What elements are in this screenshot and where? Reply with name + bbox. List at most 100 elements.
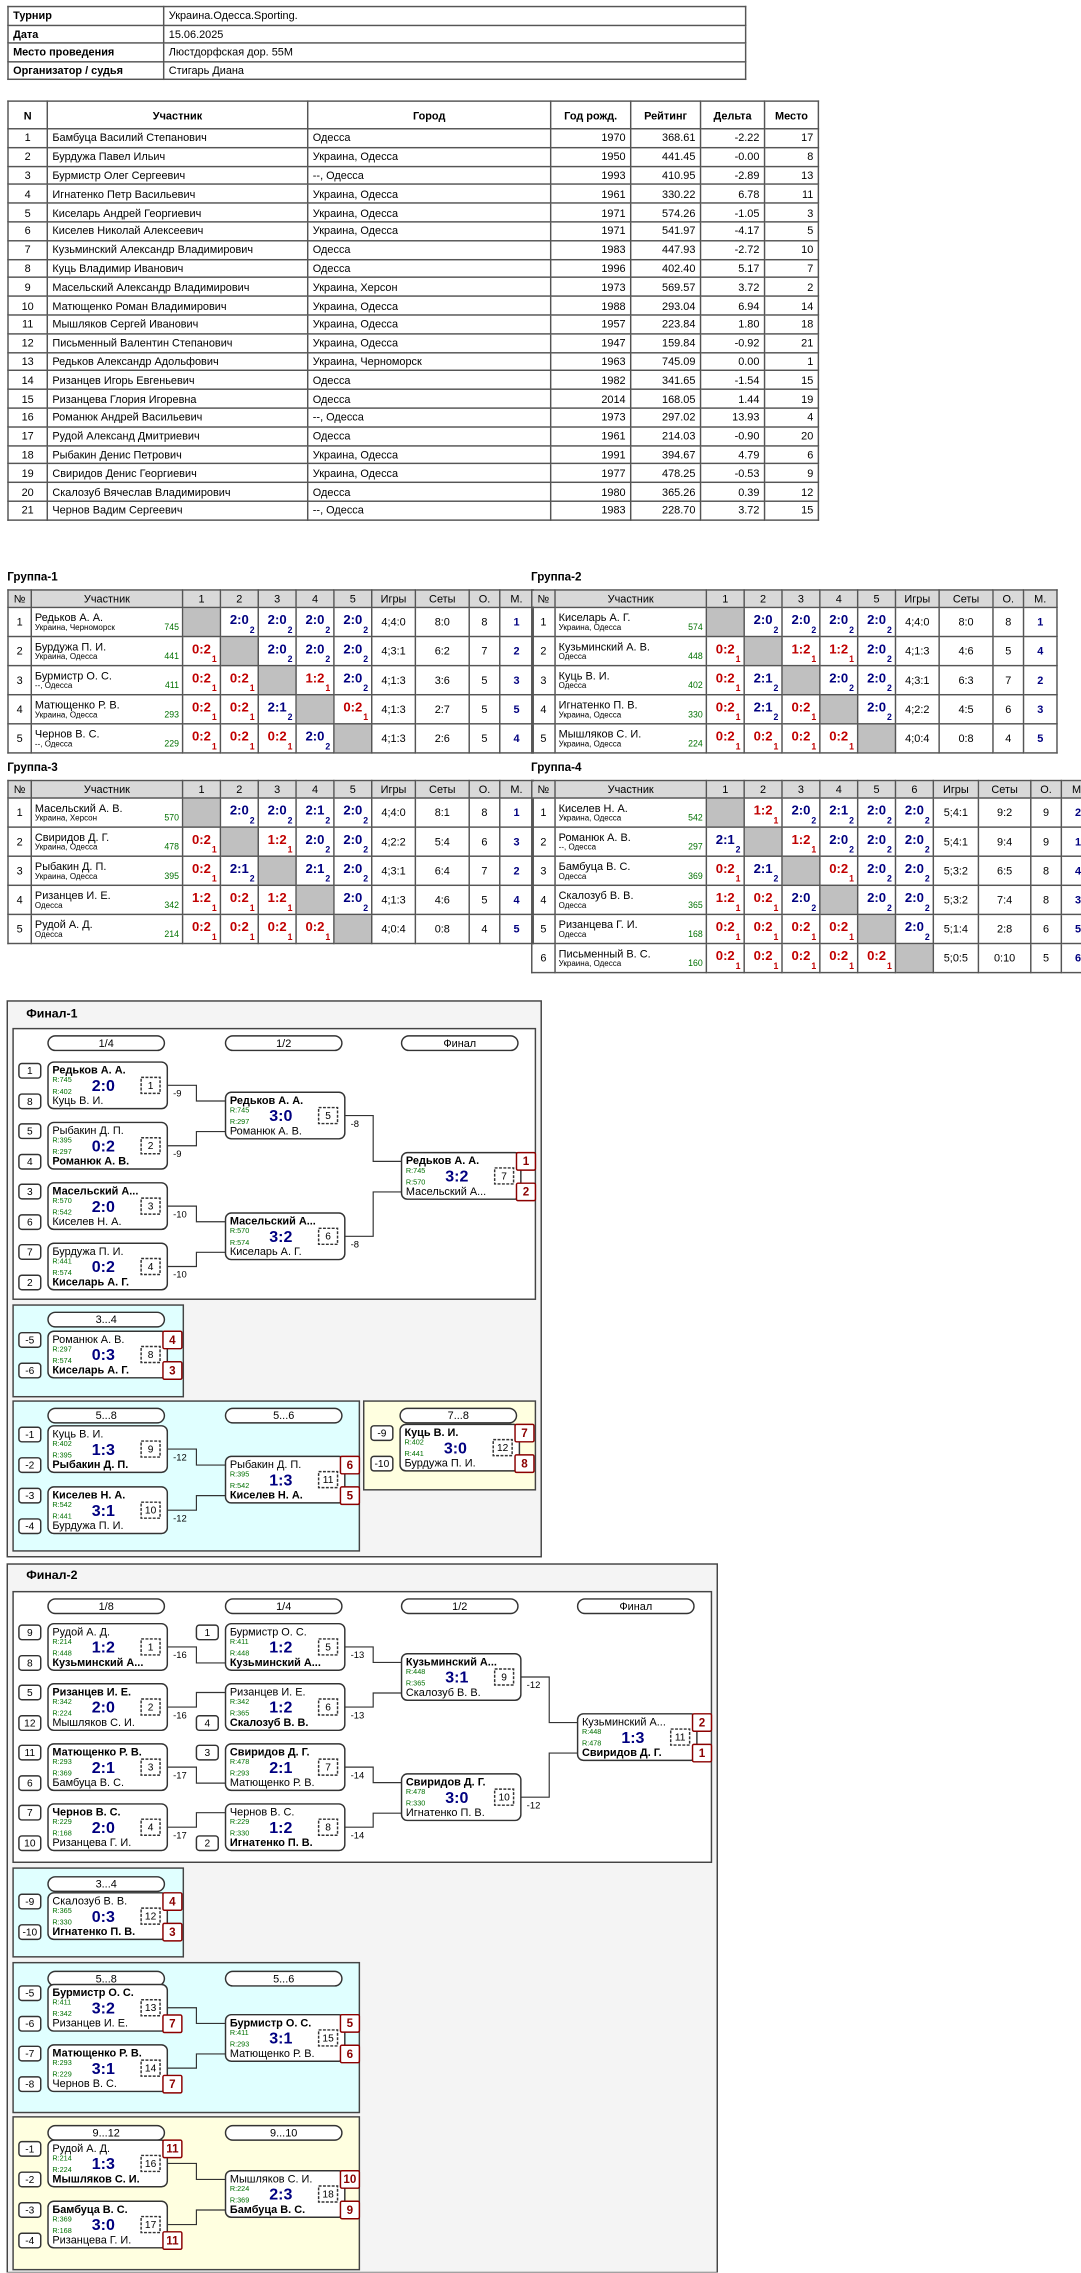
participant-row: 21 Чернов Вадим Сергеевич --, Одесса 1983 22…: [7, 500, 820, 521]
match-points: 1: [811, 934, 817, 943]
participant-cell: 1.44: [699, 388, 766, 409]
participant-cell: 4.79: [699, 444, 766, 465]
player-name: Мышляков С. И.: [52, 2173, 139, 2185]
result-cell: 2:0 2: [856, 606, 897, 638]
column-header: 3: [781, 589, 821, 609]
match-points: 2: [287, 714, 293, 724]
group-row: 4 Ризанцев И. Е. 342 Одесса 1:2 1 0:2 1 1:2 1 2:0 2…: [7, 884, 534, 916]
result-cell: 2:0 2: [743, 606, 783, 638]
match-points: 2: [849, 685, 855, 694]
column-header: М.: [1060, 779, 1081, 799]
player-name: Бурдужа П. И.: [52, 1520, 123, 1532]
player-name: Чернов В. С.: [52, 2078, 117, 2090]
participant-cell: 7: [763, 258, 820, 279]
participant-cell: Ризанцев Игорь Евгеньевич: [46, 370, 309, 391]
info-label: Турнир: [7, 5, 165, 26]
match-points: 1: [287, 934, 293, 943]
participant-cell: 14: [763, 295, 820, 316]
player-name: Скалозуб В. В.: [52, 1895, 127, 1907]
column-header: Место: [763, 100, 820, 130]
match-points: 2: [886, 685, 892, 694]
round-label-box: [400, 1035, 519, 1052]
result-cell: 1:2 1: [743, 797, 783, 828]
player-info: 160 Украина, Одесса: [559, 960, 703, 970]
match-points: 1: [735, 656, 741, 665]
round-label: 3...4: [96, 1314, 117, 1326]
group-title: Группа-4: [531, 760, 582, 775]
participants-table: N Участник Город Год рожд. Рейтинг Дельта Мест…: [7, 100, 820, 521]
participant-cell: 478.25: [629, 463, 702, 484]
row-number: 4: [7, 693, 33, 725]
info-row: Дата 15.06.2025: [7, 24, 747, 44]
place: 1: [499, 797, 534, 828]
player-name: Рыбакин Д. П.: [34, 859, 107, 873]
match-number-box: [140, 2215, 161, 2234]
player-cell: Бурдужа П. И. 441 Украина, Одесса: [30, 635, 184, 667]
round-label: Финал: [443, 1038, 476, 1050]
match-score: 0:2: [229, 669, 249, 685]
match-number: 16: [145, 2159, 157, 2170]
group-row: 5 Ризанцева Г. И. 168 Одесса 0:2 1 0:2 1 0:2 1 0:2…: [531, 913, 1081, 945]
group-row: 1 Киселев Н. А. 542 Украина, Одесса 1:2 1 2:0 2…: [531, 797, 1081, 828]
player-name: Рудой А. Д.: [52, 2143, 110, 2155]
player-rating: 574: [688, 623, 703, 633]
round-label-box: [576, 1598, 695, 1615]
match-number: 10: [498, 1793, 510, 1804]
place: 5: [499, 913, 534, 945]
column-header: О.: [468, 589, 501, 609]
player-rating: 342: [164, 901, 179, 911]
player-name: Рудой А. Д.: [34, 917, 93, 931]
player-cell: Рыбакин Д. П. 395 Украина, Одесса: [30, 855, 184, 887]
match-points: 1: [325, 934, 331, 943]
match-score: 2:0: [92, 1820, 115, 1837]
player-name: Матющенко Р. В.: [34, 697, 120, 711]
row-number: 3: [7, 664, 33, 696]
seed-label: -5: [25, 1989, 34, 2000]
column-header: №: [531, 589, 556, 609]
player-name: Рыбакин Д. П.: [230, 1459, 301, 1471]
result-cell: 2:0 2: [894, 826, 935, 857]
info-value: Украина.Одесса.Sporting.: [162, 5, 747, 26]
column-header: Участник: [30, 589, 184, 609]
seed-box: [18, 1775, 42, 1792]
player-cell: Мышляков С. И. 224 Украина, Одесса: [554, 723, 708, 754]
loser-destination: -10: [173, 1209, 187, 1220]
match-points: 2: [886, 875, 892, 885]
player-rating: R:411: [230, 2028, 249, 2037]
seed-label: -2: [25, 1460, 34, 1471]
match-score: 2:0: [904, 831, 924, 847]
match-points: 2: [363, 817, 369, 827]
seed-box: [18, 1243, 42, 1260]
participant-cell: 14: [7, 370, 49, 391]
match-points: 1: [886, 963, 892, 972]
sets: 4:6: [414, 884, 470, 916]
match-score: 2:0: [867, 831, 887, 847]
column-header: 4: [295, 779, 335, 799]
place: 4: [1060, 855, 1081, 887]
column-header: 3: [781, 779, 821, 799]
participant-row: 4 Игнатенко Петр Васильевич Украина, Одесс…: [7, 183, 820, 204]
match-score: 1:2: [791, 640, 811, 656]
place-box: [339, 1455, 361, 1475]
match-points: 1: [211, 875, 217, 885]
match-score: 2:0: [92, 1700, 115, 1717]
result-cell: 0:2 1: [705, 635, 745, 667]
match-points: 2: [249, 875, 255, 885]
info-value: 15.06.2025: [162, 24, 747, 44]
participant-cell: 1977: [549, 463, 632, 484]
player-name: Скалозуб В. В.: [558, 888, 634, 902]
match-number-box: [317, 2029, 339, 2047]
column-header: №: [531, 779, 556, 799]
seed-box: [18, 1457, 42, 1474]
match-score: 0:3: [92, 1347, 115, 1364]
self-cell: [257, 855, 297, 887]
player-cell: Скалозуб В. В. 365 Одесса: [554, 884, 708, 916]
player-cell: Матющенко Р. В. 293 Украина, Одесса: [30, 693, 184, 725]
match-score: 0:2: [715, 947, 735, 963]
group-row: 4 Матющенко Р. В. 293 Украина, Одесса 0:2 1 0:…: [7, 693, 534, 725]
participant-cell: Украина, Одесса: [306, 183, 552, 204]
player-rating: R:342: [52, 1697, 71, 1706]
row-number: 4: [531, 884, 556, 916]
games: 4;0:4: [370, 913, 417, 945]
round-label-box: [47, 1035, 166, 1052]
